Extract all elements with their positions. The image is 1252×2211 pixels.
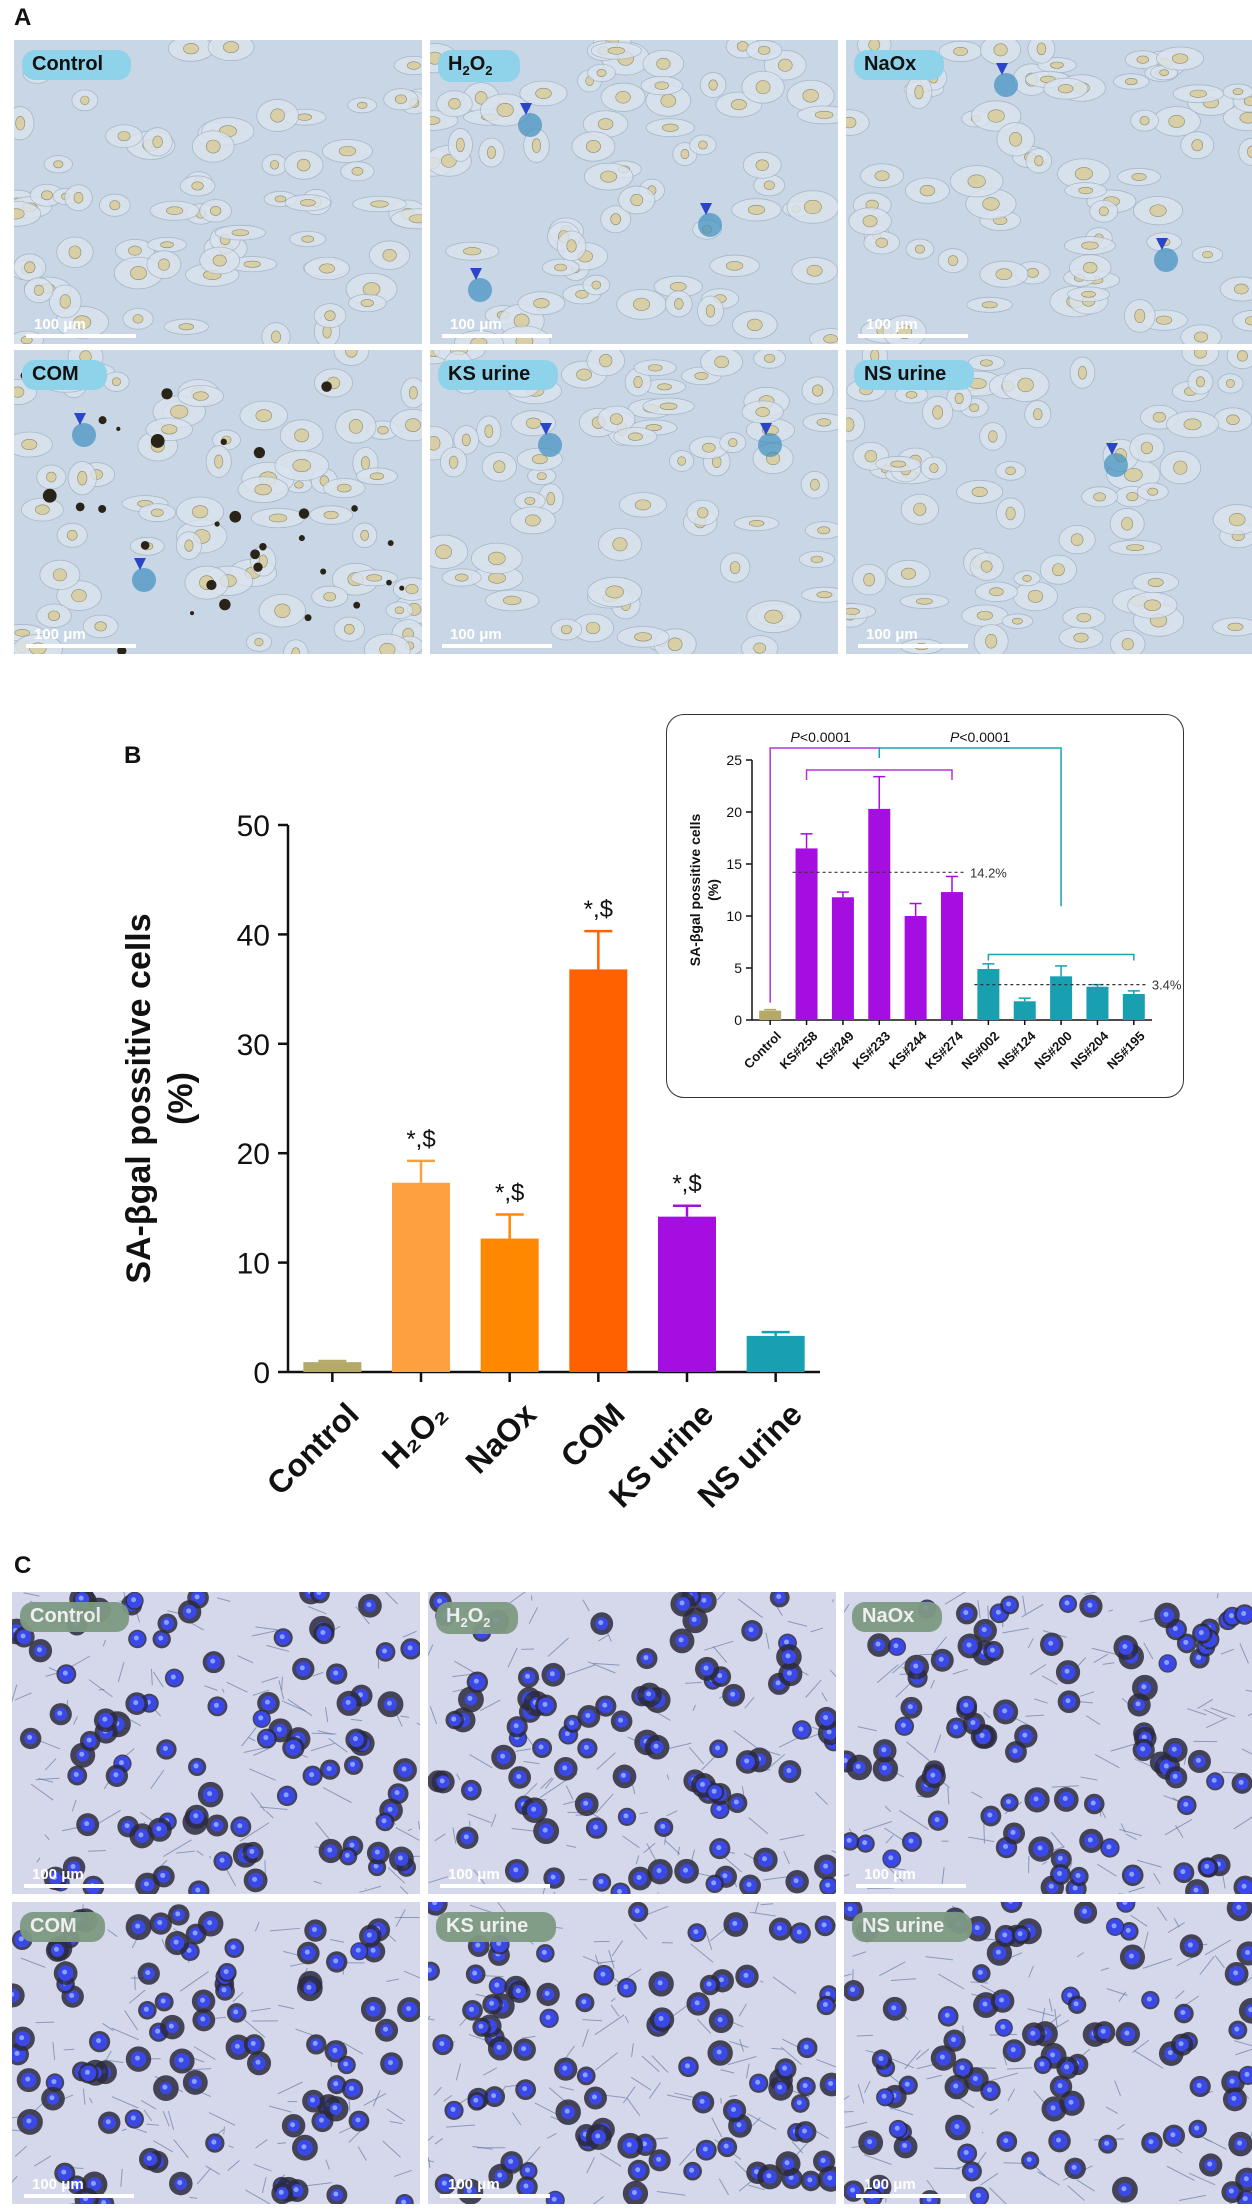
micrograph-image (430, 40, 838, 344)
main-bar-NaOx (480, 1238, 539, 1372)
scale-bar: 100 μm (440, 2176, 550, 2198)
micrograph-image (846, 40, 1252, 344)
micrograph-image (428, 1902, 836, 2204)
main-error-bar (318, 1359, 347, 1382)
main-error-bar (407, 1159, 435, 1382)
micrograph-image (846, 350, 1252, 654)
micrograph-label: KS urine (436, 1912, 557, 1942)
main-error-bar (584, 929, 613, 1382)
micrograph-c-1: Control 100 μm (12, 1592, 420, 1894)
micrograph-image (430, 350, 838, 654)
micrograph-label: NS urine (852, 1912, 973, 1942)
main-y-tick-label: 50 (237, 810, 270, 843)
main-x-tick-label: KS urine (602, 1396, 720, 1514)
main-significance-label: *,$ (584, 896, 613, 923)
micrograph-label: Control (20, 1602, 130, 1632)
scale-bar: 100 μm (440, 1866, 550, 1888)
micrograph-a-3: NaOx 100 μm (846, 40, 1252, 344)
panel-letter-c: C (14, 1552, 32, 1579)
micrograph-label: Control (22, 50, 132, 80)
main-y-axis-label: SA-βgal possitive cells (120, 913, 158, 1283)
scale-bar: 100 μm (26, 626, 136, 648)
main-significance-label: *,$ (672, 1171, 701, 1198)
main-y-axis-unit: (%) (162, 1072, 200, 1125)
micrograph-label: H2O2 (438, 50, 521, 82)
micrograph-image (844, 1902, 1252, 2204)
micrograph-image (14, 350, 422, 654)
micrograph-a-5: KS urine 100 μm (430, 350, 838, 654)
micrograph-image (14, 40, 422, 344)
micrograph-a-2: H2O2 100 μm (430, 40, 838, 344)
main-x-tick-label: NS urine (691, 1396, 809, 1514)
main-x-tick-label: Control (260, 1396, 366, 1502)
micrograph-label: NaOx (854, 50, 945, 80)
main-y-tick-label: 0 (253, 1357, 270, 1390)
main-bar-Control (303, 1362, 362, 1372)
micrograph-image (428, 1592, 836, 1894)
micrograph-c-2: H2O2 100 μm (428, 1592, 836, 1894)
main-x-tick-label: COM (553, 1396, 631, 1474)
scale-bar: 100 μm (856, 2176, 966, 2198)
micrograph-a-1: Control 100 μm (14, 40, 422, 344)
panel-letter-a: A (14, 4, 32, 31)
main-x-tick-label: H₂O₂ (375, 1396, 455, 1476)
main-bar-KS urine (658, 1216, 716, 1372)
main-y-tick-label: 30 (237, 1029, 270, 1062)
scale-bar: 100 μm (24, 1866, 134, 1888)
main-bar-COM (569, 969, 628, 1372)
main-bar-NS urine (746, 1335, 805, 1372)
micrograph-label: COM (22, 360, 107, 390)
main-bar-H2O2 (392, 1182, 450, 1372)
main-error-bar (761, 1330, 790, 1382)
scale-bar: 100 μm (26, 316, 136, 338)
micrograph-label: NS urine (854, 360, 975, 390)
panel-letter-b: B (124, 742, 142, 769)
micrograph-label: KS urine (438, 360, 559, 390)
scale-bar: 100 μm (442, 626, 552, 648)
micrograph-label: COM (20, 1912, 105, 1942)
micrograph-a-6: NS urine 100 μm (846, 350, 1252, 654)
scale-bar: 100 μm (24, 2176, 134, 2198)
micrograph-a-4: COM 100 μm (14, 350, 422, 654)
main-y-tick-label: 10 (237, 1248, 270, 1281)
micrograph-c-3: NaOx 100 μm (844, 1592, 1252, 1894)
micrograph-label: NaOx (852, 1602, 943, 1632)
scale-bar: 100 μm (858, 626, 968, 648)
scale-bar: 100 μm (856, 1866, 966, 1888)
main-y-tick-label: 40 (237, 919, 270, 952)
scale-bar: 100 μm (858, 316, 968, 338)
micrograph-label: H2O2 (436, 1602, 519, 1634)
micrograph-image (844, 1592, 1252, 1894)
micrograph-image (12, 1902, 420, 2204)
micrograph-image (12, 1592, 420, 1894)
micrograph-c-4: COM 100 μm (12, 1902, 420, 2204)
main-x-tick-label: NaOx (458, 1396, 543, 1481)
micrograph-c-5: KS urine 100 μm (428, 1902, 836, 2204)
main-y-tick-label: 20 (237, 1138, 270, 1171)
inset-chart-frame (666, 714, 1184, 1098)
main-error-bar (673, 1204, 701, 1382)
main-significance-label: *,$ (495, 1179, 524, 1206)
micrograph-c-6: NS urine 100 μm (844, 1902, 1252, 2204)
main-error-bar (495, 1213, 524, 1382)
scale-bar: 100 μm (442, 316, 552, 338)
main-significance-label: *,$ (406, 1126, 435, 1153)
